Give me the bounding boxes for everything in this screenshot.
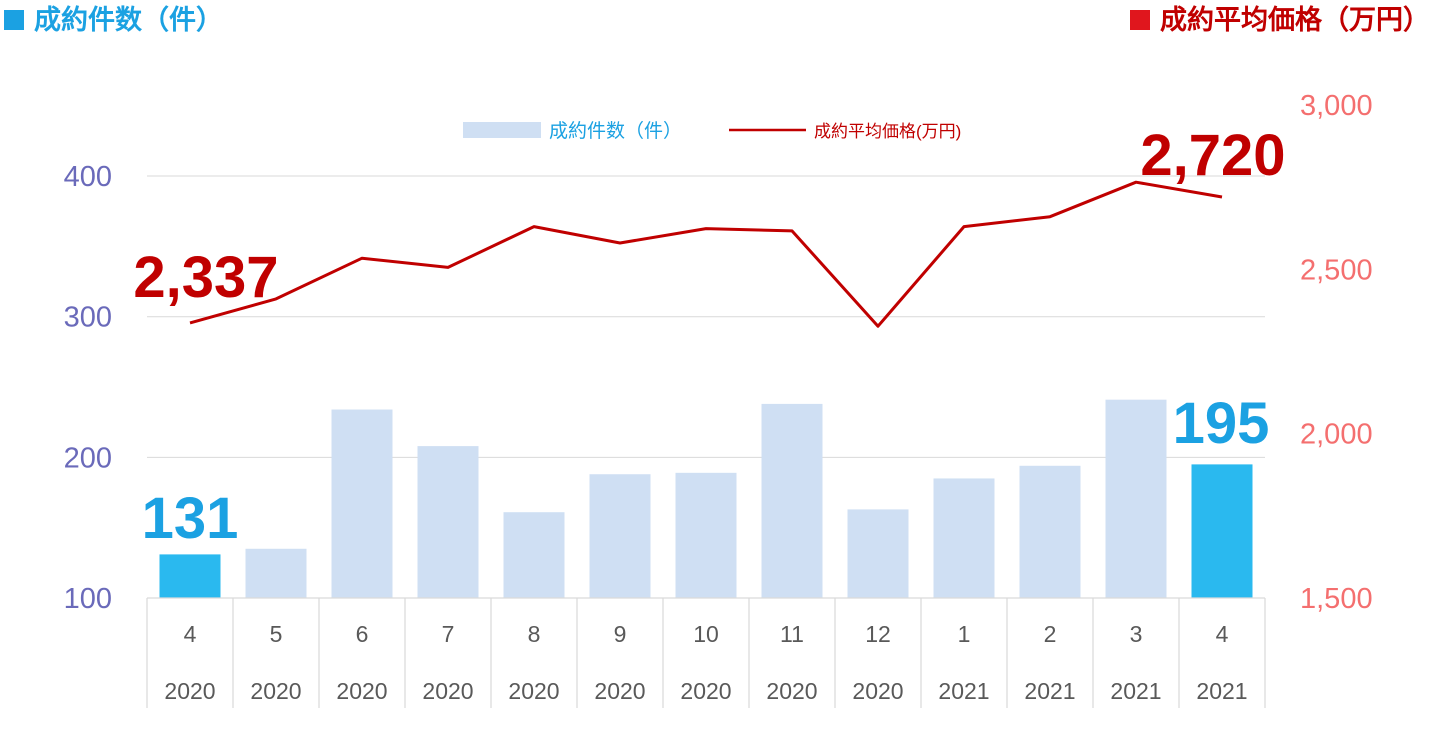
year-tick-label: 2020 — [852, 678, 903, 704]
right-axis-title: 成約平均価格（万円） — [1130, 2, 1430, 40]
left-title-text: 成約件数（件） — [34, 5, 223, 36]
bar — [331, 409, 393, 598]
month-tick-label: 3 — [1130, 621, 1143, 647]
price-line — [189, 180, 1223, 328]
bar — [245, 548, 307, 598]
callout-bar-first: 131 — [142, 486, 239, 551]
bar — [1105, 399, 1167, 598]
bar — [1019, 465, 1081, 598]
legend-bar-label: 成約件数（件） — [549, 120, 682, 142]
year-tick-label: 2020 — [508, 678, 559, 704]
bar — [847, 509, 909, 598]
month-tick-label: 12 — [865, 621, 891, 647]
left-axis-tick-label: 400 — [64, 161, 112, 193]
month-tick-label: 4 — [1216, 621, 1229, 647]
year-tick-label: 2020 — [164, 678, 215, 704]
bar — [159, 554, 221, 598]
bar — [1191, 464, 1253, 598]
left-axis-tick-label: 200 — [64, 442, 112, 474]
month-tick-label: 11 — [780, 621, 804, 647]
month-tick-label: 7 — [442, 621, 455, 647]
year-tick-label: 2021 — [938, 678, 989, 704]
bar — [675, 472, 737, 598]
year-tick-label: 2020 — [422, 678, 473, 704]
month-tick-label: 1 — [958, 621, 971, 647]
month-tick-label: 5 — [270, 621, 283, 647]
month-tick-label: 8 — [528, 621, 541, 647]
month-tick-label: 10 — [693, 621, 719, 647]
bar — [417, 446, 479, 598]
callout-price-last: 2,720 — [1140, 123, 1285, 188]
year-tick-label: 2021 — [1196, 678, 1247, 704]
left-axis-title: 成約件数（件） — [4, 2, 223, 40]
year-tick-label: 2020 — [336, 678, 387, 704]
bar — [933, 478, 995, 598]
month-tick-label: 4 — [184, 621, 197, 647]
right-axis-tick-label: 2,500 — [1300, 254, 1373, 286]
year-tick-label: 2020 — [766, 678, 817, 704]
month-tick-label: 2 — [1044, 621, 1057, 647]
year-tick-label: 2020 — [680, 678, 731, 704]
month-tick-label: 6 — [356, 621, 369, 647]
legend-line-label: 成約平均価格(万円) — [814, 122, 961, 141]
year-tick-label: 2021 — [1110, 678, 1161, 704]
right-axis-tick-label: 3,000 — [1300, 90, 1373, 122]
callout-price-first: 2,337 — [133, 245, 278, 310]
right-title-text: 成約平均価格（万円） — [1160, 5, 1430, 36]
left-axis-tick-label: 300 — [64, 302, 112, 334]
month-tick-label: 9 — [614, 621, 627, 647]
year-tick-label: 2020 — [250, 678, 301, 704]
bar — [589, 474, 651, 598]
red-square-icon — [1130, 10, 1150, 30]
legend-bar-swatch — [463, 122, 541, 138]
blue-square-icon — [4, 10, 24, 30]
year-tick-label: 2021 — [1024, 678, 1075, 704]
callout-bar-last: 195 — [1173, 391, 1270, 456]
right-axis-tick-label: 2,000 — [1300, 419, 1373, 451]
year-tick-label: 2020 — [594, 678, 645, 704]
left-axis-tick-label: 100 — [64, 583, 112, 615]
right-axis-tick-label: 1,500 — [1300, 583, 1373, 615]
bar — [761, 403, 823, 598]
bar — [503, 512, 565, 598]
